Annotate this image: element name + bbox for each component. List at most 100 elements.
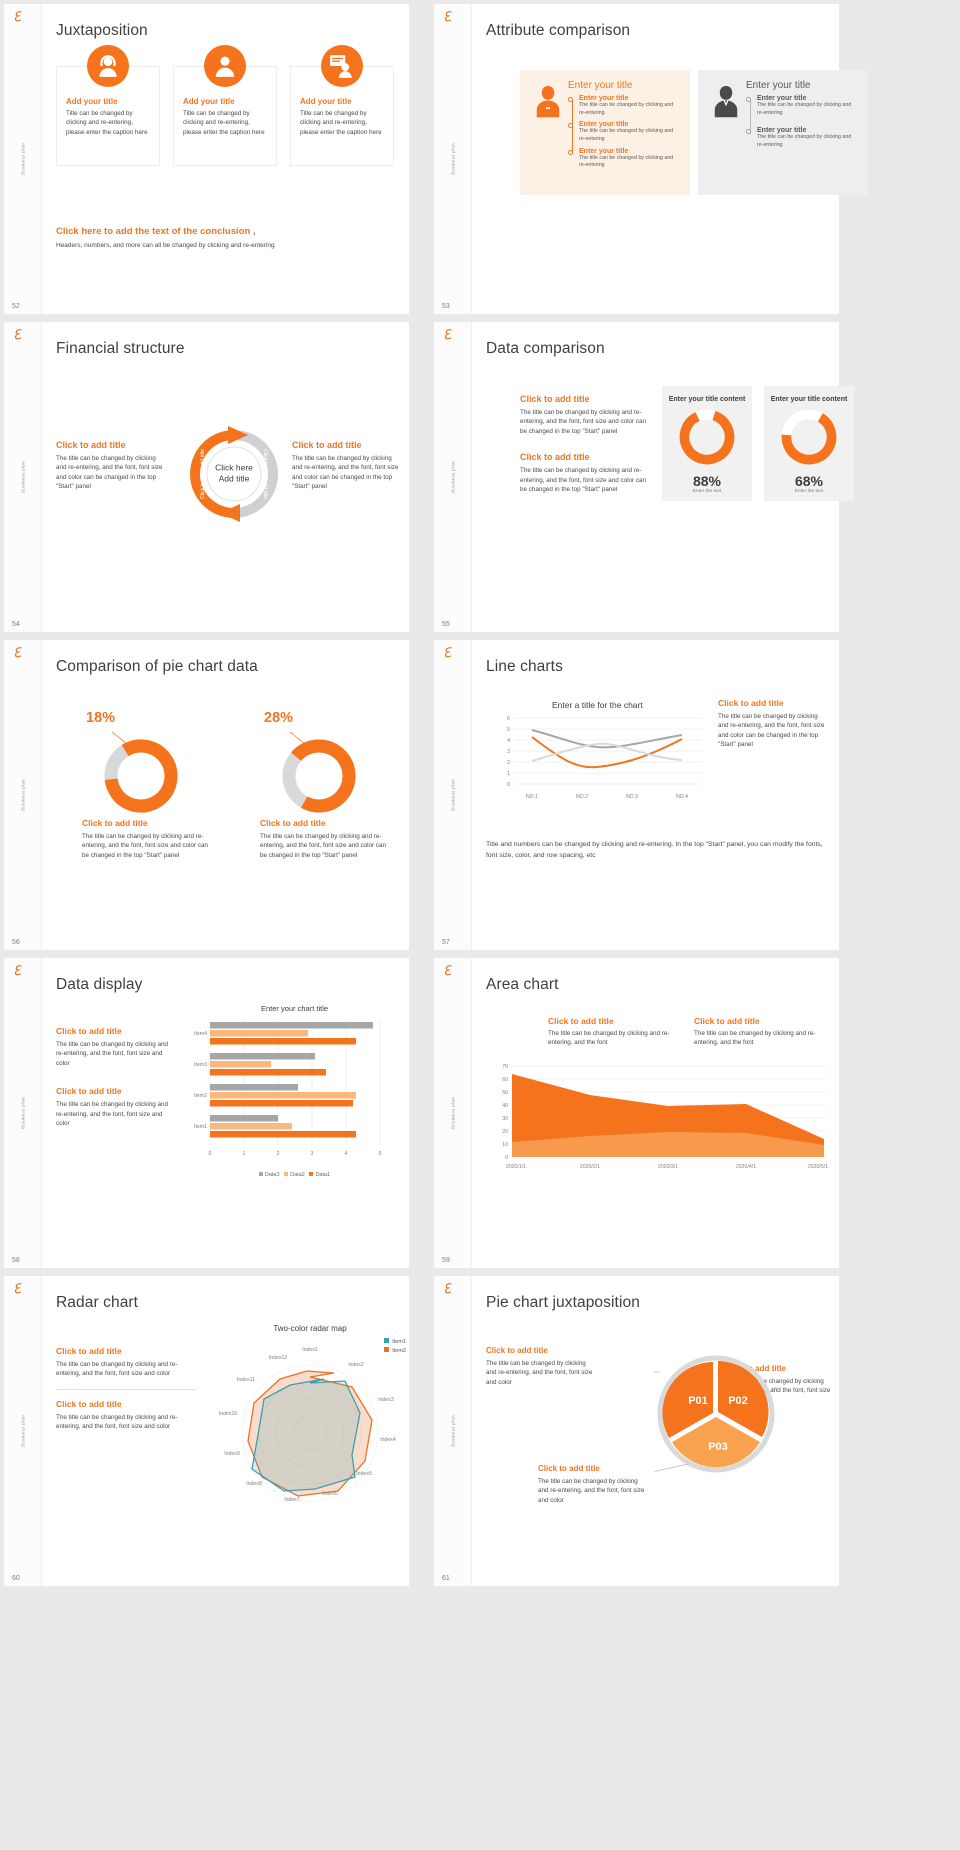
slide-thumbnail-60[interactable]: ℇ Business plan 60 Radar chart Click to … xyxy=(4,1276,409,1586)
left-text-blocks: Click to add title The title can be chan… xyxy=(56,1346,196,1432)
svg-text:Index3: Index3 xyxy=(378,1397,394,1403)
item-title: Enter your title xyxy=(757,127,807,135)
slide-number: 60 xyxy=(12,1575,20,1582)
slide-canvas: Line charts Enter a title for the chart … xyxy=(472,640,839,950)
rail-label: Business plan xyxy=(20,779,25,811)
slide-rail: ℇ Business plan 60 xyxy=(4,1276,42,1586)
callout-title: Click to add title xyxy=(724,1364,786,1373)
header-block-1: Click to add title The title can be chan… xyxy=(548,1016,676,1048)
card-body: Title can be changed by clicking and re-… xyxy=(183,110,265,136)
attribute-panels: Enter your title Enter your title The ti… xyxy=(520,70,868,195)
svg-text:Click here to add title: Click here to add title xyxy=(200,449,206,499)
page-title: Juxtaposition xyxy=(56,22,148,39)
list-item[interactable]: Add your title Title can be changed by c… xyxy=(290,45,394,166)
slide-thumbnail-58[interactable]: ℇ Business plan 58 Data display Click to… xyxy=(4,958,409,1268)
svg-text:Item1: Item1 xyxy=(194,1124,207,1130)
legend-item-data1: Data1 xyxy=(309,1172,330,1178)
left-text-block: Click to add title The title can be chan… xyxy=(56,440,164,492)
slide-thumbnail-61[interactable]: ℇ Business plan 61 Pie chart juxtapositi… xyxy=(434,1276,839,1586)
svg-text:20: 20 xyxy=(502,1129,508,1135)
donut-percent: 88% xyxy=(692,473,722,490)
block-title: Click to add title xyxy=(56,1398,122,1409)
slide-thumbnail-55[interactable]: ℇ Business plan 55 Data comparison Click… xyxy=(434,322,854,632)
svg-text:60: 60 xyxy=(502,1077,508,1083)
svg-text:Item4: Item4 xyxy=(194,1031,207,1037)
legend-item-item2: Item2 xyxy=(384,1347,406,1354)
slide-thumbnail-56[interactable]: ℇ Business plan 56 Comparison of pie cha… xyxy=(4,640,409,950)
slide-number: 57 xyxy=(442,939,450,946)
slide-thumbnail-grid: ℇ Business plan 52 Juxtaposition Add you… xyxy=(4,4,868,1586)
rail-label: Business plan xyxy=(20,1415,25,1447)
svg-text:4: 4 xyxy=(507,738,510,744)
svg-text:30: 30 xyxy=(502,1116,508,1122)
svg-text:40: 40 xyxy=(502,1103,508,1109)
rail-label: Business plan xyxy=(20,143,25,175)
list-item[interactable]: Add your title Title can be changed by c… xyxy=(56,45,160,166)
slide-canvas: Pie chart juxtaposition Click to add tit… xyxy=(472,1276,839,1586)
svg-text:P02: P02 xyxy=(728,1395,748,1407)
female-avatar-icon xyxy=(528,80,568,187)
svg-text:Index6: Index6 xyxy=(322,1491,338,1497)
rail-label: Business plan xyxy=(450,779,455,811)
block-body: The title can be changed by clicking and… xyxy=(56,1413,178,1431)
callout-3: Click to add title The title can be chan… xyxy=(538,1464,646,1505)
panel-heading: Enter your title xyxy=(746,80,811,91)
brand-logo-icon: ℇ xyxy=(442,1280,455,1297)
donut-subtext: Enter the text xyxy=(692,489,722,495)
list-item: Enter your title The title can be change… xyxy=(568,95,680,117)
svg-text:Index8: Index8 xyxy=(246,1481,262,1487)
attribute-panel-right[interactable]: Enter your title Enter your title The ti… xyxy=(698,70,868,195)
svg-text:Index1: Index1 xyxy=(302,1347,318,1353)
bar-chart: Enter your chart title xyxy=(182,1004,407,1179)
slide-thumbnail-57[interactable]: ℇ Business plan 57 Line charts Enter a t… xyxy=(434,640,839,950)
slide-canvas: Juxtaposition Add your title Title can b… xyxy=(42,4,409,314)
conclusion-body: Headers, numbers, and more can all be ch… xyxy=(56,242,275,249)
svg-text:2020/3/1: 2020/3/1 xyxy=(658,1164,678,1170)
svg-text:3: 3 xyxy=(507,749,510,755)
block-body: The title can be changed by clicking and… xyxy=(292,455,399,491)
list-item[interactable]: Add your title Title can be changed by c… xyxy=(173,45,277,166)
attribute-panel-left[interactable]: Enter your title Enter your title The ti… xyxy=(520,70,690,195)
line-chart: 6 5 4 3 2 1 0 NO.1 NO.2 NO.3 NO.4 xyxy=(492,712,707,802)
slide-number: 59 xyxy=(442,1257,450,1264)
juxtaposition-cards: Add your title Title can be changed by c… xyxy=(56,45,394,166)
slide-thumbnail-52[interactable]: ℇ Business plan 52 Juxtaposition Add you… xyxy=(4,4,409,314)
block-title: Click to add title xyxy=(292,440,362,450)
chart-title: Two-color radar map xyxy=(273,1324,347,1333)
page-title: Attribute comparison xyxy=(486,22,631,39)
slide-rail: ℇ Business plan 58 xyxy=(4,958,42,1268)
text-block-2: Click to add title The title can be chan… xyxy=(56,1399,196,1432)
caption-body: The title can be changed by clicking and… xyxy=(260,833,387,859)
slide-thumbnail-53[interactable]: ℇ Business plan 53 Attribute comparison … xyxy=(434,4,868,314)
list-item: Enter your title The title can be change… xyxy=(746,95,858,117)
person-user-icon xyxy=(204,45,246,87)
slide-canvas: Financial structure Click to add title T… xyxy=(42,322,409,632)
page-title: Line charts xyxy=(486,658,563,675)
svg-text:2020/1/1: 2020/1/1 xyxy=(506,1164,526,1170)
footer-note: Title and numbers can be changed by clic… xyxy=(486,841,823,859)
svg-text:Index5: Index5 xyxy=(356,1471,372,1477)
cycle-diagram: Click here to add title Click here to ad… xyxy=(182,422,286,526)
item-body: The title can be changed by clicking and… xyxy=(757,102,852,116)
slide-number: 53 xyxy=(442,303,450,310)
block-title: Click to add title xyxy=(56,440,126,450)
callout-title: Click to add title xyxy=(486,1346,548,1355)
item-title: Enter your title xyxy=(757,95,807,102)
left-text-blocks: Click to add title The title can be chan… xyxy=(56,1026,174,1129)
brand-logo-icon: ℇ xyxy=(12,962,25,979)
svg-text:Index4: Index4 xyxy=(380,1437,396,1443)
conclusion-block: Click here to add the text of the conclu… xyxy=(56,226,275,249)
item-body: The title can be changed by clicking and… xyxy=(579,128,674,143)
svg-text:Item2: Item2 xyxy=(194,1093,207,1099)
page-title: Radar chart xyxy=(56,1294,139,1311)
chart-legend: Data3 Data2 Data1 xyxy=(182,1172,407,1178)
text-block-1: Click to add title The title can be chan… xyxy=(56,1026,174,1068)
slide-thumbnail-54[interactable]: ℇ Business plan 54 Financial structure C… xyxy=(4,322,409,632)
svg-text:P01: P01 xyxy=(688,1395,708,1407)
slide-thumbnail-59[interactable]: ℇ Business plan 59 Area chart Click to a… xyxy=(434,958,839,1268)
text-block-2: Click to add title The title can be chan… xyxy=(520,452,650,494)
brand-logo-icon: ℇ xyxy=(442,962,455,979)
rail-label: Business plan xyxy=(450,461,455,493)
page-title: Pie chart juxtaposition xyxy=(486,1294,640,1311)
cycle-center-label: Click here Add title xyxy=(204,463,264,486)
